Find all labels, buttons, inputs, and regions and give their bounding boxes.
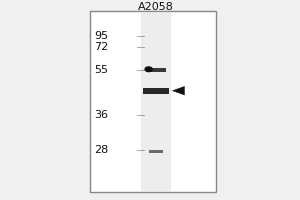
FancyBboxPatch shape bbox=[143, 88, 169, 94]
FancyBboxPatch shape bbox=[141, 13, 171, 192]
Text: 55: 55 bbox=[94, 65, 108, 75]
FancyBboxPatch shape bbox=[146, 68, 166, 72]
FancyBboxPatch shape bbox=[149, 150, 163, 153]
FancyBboxPatch shape bbox=[90, 11, 216, 192]
Polygon shape bbox=[172, 86, 184, 95]
Text: 28: 28 bbox=[94, 145, 108, 155]
Text: 95: 95 bbox=[94, 31, 108, 41]
Text: 36: 36 bbox=[94, 110, 108, 120]
Circle shape bbox=[145, 67, 152, 72]
Text: A2058: A2058 bbox=[138, 2, 174, 12]
Text: 72: 72 bbox=[94, 42, 108, 52]
